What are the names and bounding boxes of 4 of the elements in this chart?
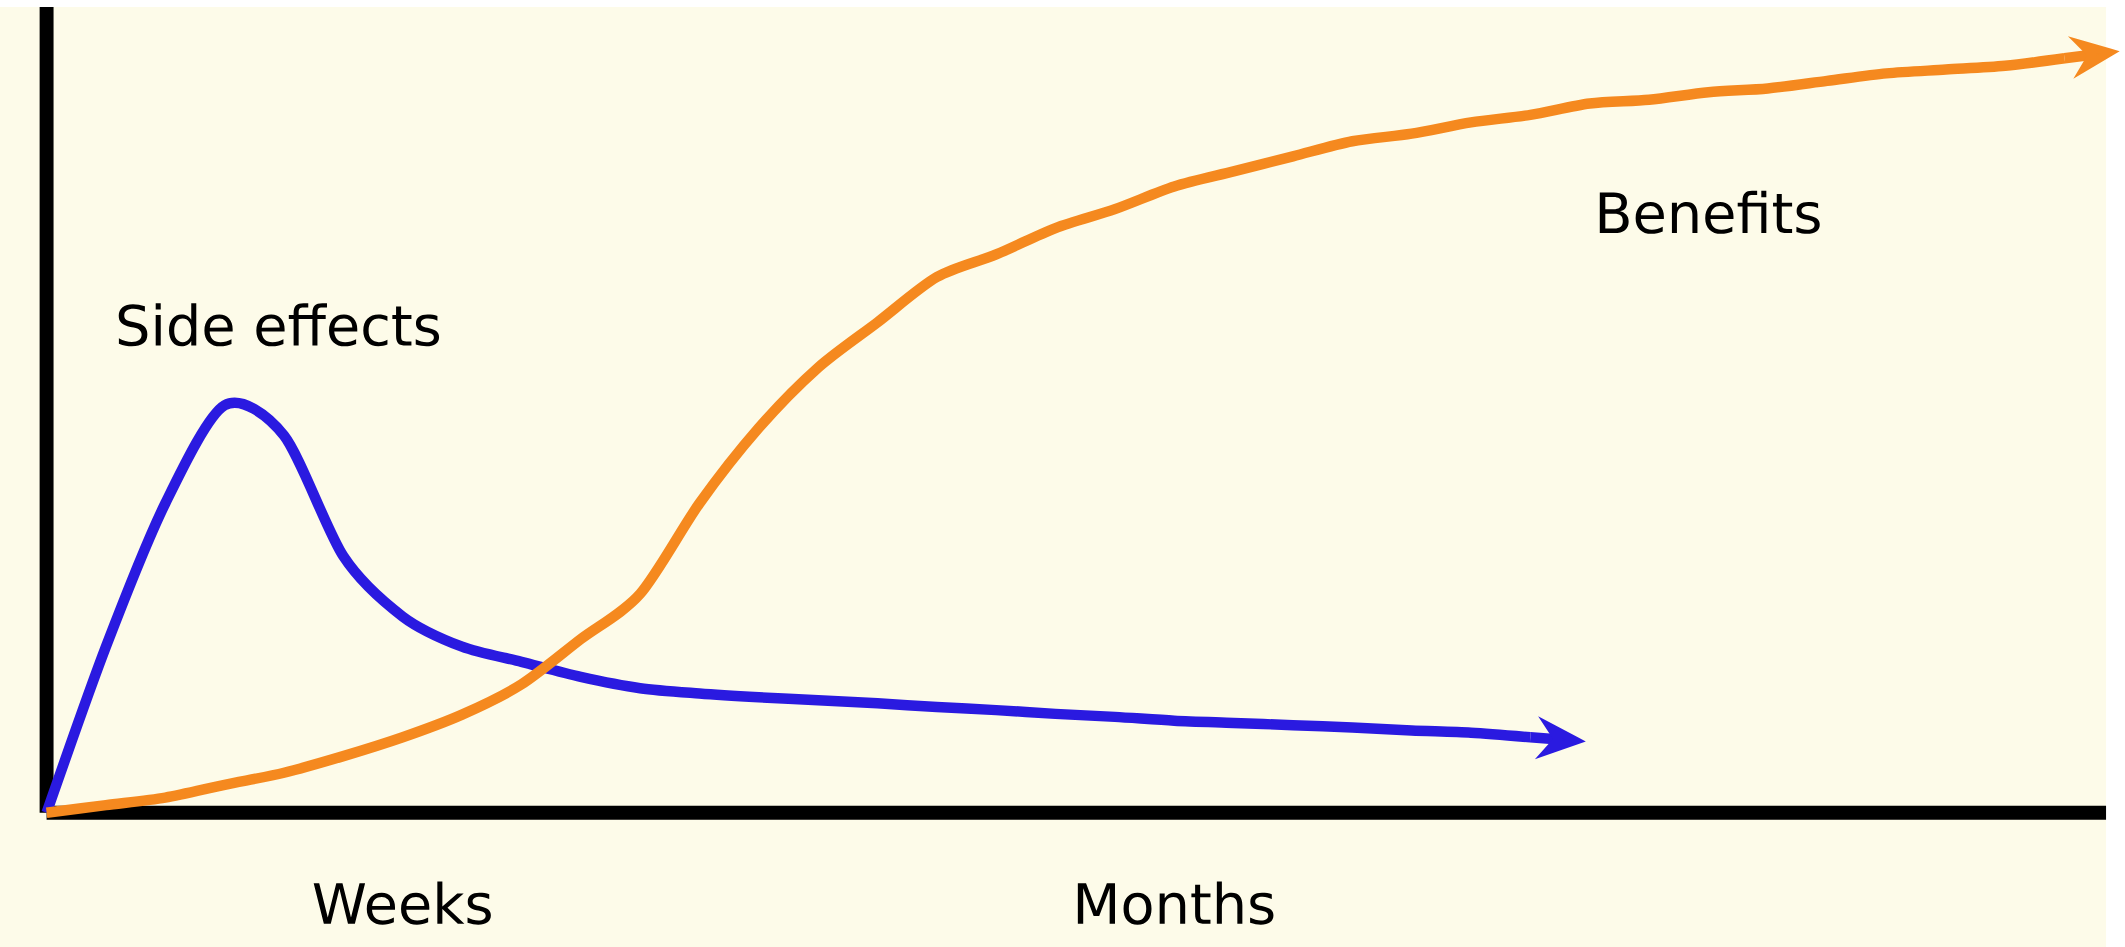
x-tick-label: Weeks — [313, 881, 491, 925]
series-label: Side effects — [118, 303, 440, 347]
series-label: Benefits — [1599, 190, 1820, 234]
x-tick-label: Months — [1077, 881, 1274, 925]
